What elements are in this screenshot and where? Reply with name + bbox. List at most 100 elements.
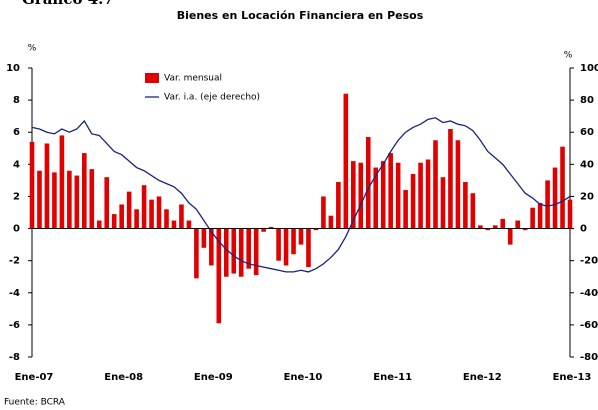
bar: [119, 204, 124, 229]
bar: [89, 169, 95, 229]
bar: [313, 228, 319, 231]
bar: [351, 161, 356, 229]
x-tick-label: Ene-07: [15, 372, 54, 383]
bar: [537, 202, 543, 229]
bar: [179, 204, 184, 229]
bar: [448, 129, 453, 229]
bar: [59, 135, 65, 229]
y-tick-label: 10: [6, 63, 20, 74]
y-tick-label: 8: [13, 95, 20, 106]
bar: [410, 173, 416, 229]
x-tick-label: Ene-13: [553, 372, 592, 383]
bar: [552, 167, 558, 229]
bar: [126, 191, 132, 229]
bar: [530, 207, 535, 229]
bar: [156, 196, 162, 229]
y-tick-label: 0: [13, 224, 20, 235]
bar: [522, 228, 528, 231]
bar: [440, 177, 446, 229]
bar: [478, 225, 483, 229]
bar: [96, 220, 102, 229]
bar: [253, 228, 259, 276]
y-tick-label: -4: [9, 288, 20, 299]
bar: [74, 175, 80, 229]
bar: [395, 162, 401, 229]
y2-tick-label: -40: [580, 288, 598, 299]
line: [31, 117, 571, 273]
bar: [485, 228, 491, 231]
bar: [515, 220, 520, 229]
bar: [418, 162, 423, 229]
bar: [403, 190, 408, 229]
bar: [141, 185, 147, 229]
y2-tick-label: 0: [580, 224, 587, 235]
bar: [216, 228, 222, 324]
y-axis-label: %: [28, 44, 37, 54]
bar: [306, 228, 311, 268]
y-tick-label: -2: [9, 256, 20, 267]
bar: [463, 181, 468, 229]
bar: [231, 228, 237, 274]
bar: [328, 215, 334, 229]
x-tick-label: Ene-08: [104, 372, 143, 383]
bar: [343, 93, 349, 229]
bar: [276, 228, 281, 261]
bar: [37, 170, 42, 229]
bar: [470, 193, 476, 229]
bar: [52, 172, 57, 229]
bar: [238, 228, 244, 277]
bar: [500, 218, 506, 229]
bar: [373, 167, 379, 229]
bar: [67, 170, 72, 229]
y2-tick-label: 40: [580, 159, 594, 170]
y2-tick-label: -80: [580, 352, 598, 363]
x-tick-label: Ene-10: [284, 372, 323, 383]
bar: [209, 228, 214, 266]
bar: [455, 140, 461, 229]
bar: [149, 199, 154, 229]
bar: [194, 228, 199, 279]
y2-tick-label: -60: [580, 320, 598, 331]
bar: [358, 162, 364, 229]
y-tick-label: 2: [13, 191, 20, 202]
source: Fuente: BCRA: [4, 398, 66, 408]
bar: [283, 228, 289, 266]
bar: [246, 228, 251, 269]
bar: [104, 177, 110, 229]
bar: [507, 228, 513, 245]
bar: [164, 209, 169, 229]
chart-title: Bienes en Locación Financiera en Pesos: [177, 9, 424, 22]
bar: [29, 141, 35, 229]
y2-axis-label: %: [564, 51, 573, 61]
bar: [388, 153, 393, 229]
y2-tick-label: 80: [580, 95, 594, 106]
bar: [44, 143, 50, 229]
bar: [321, 196, 326, 229]
y2-tick-label: 60: [580, 127, 594, 138]
bar: [223, 228, 229, 277]
bar: [201, 228, 207, 248]
bar: [545, 180, 550, 229]
bar: [365, 137, 371, 229]
bar: [261, 228, 266, 232]
x-tick-label: Ene-12: [463, 372, 502, 383]
x-tick-label: Ene-09: [194, 372, 233, 383]
y-tick-label: 6: [13, 127, 20, 138]
y-tick-label: 4: [13, 159, 20, 170]
bar: [425, 159, 431, 229]
bar: [567, 199, 573, 229]
y-tick-label: -6: [9, 320, 20, 331]
bar: [134, 209, 139, 229]
bar: [560, 146, 565, 229]
header: Gráfico 4.7: [22, 0, 114, 8]
y2-tick-label: 100: [580, 63, 598, 74]
legend-swatch: [145, 73, 159, 83]
bar: [111, 214, 117, 229]
y-tick-label: -8: [9, 352, 20, 363]
y2-tick-label: 20: [580, 191, 594, 202]
bar: [433, 140, 438, 229]
bar: [298, 228, 304, 245]
legend-label: Var. i.a. (eje derecho): [164, 93, 260, 103]
bar: [186, 220, 192, 229]
bar: [268, 226, 274, 229]
